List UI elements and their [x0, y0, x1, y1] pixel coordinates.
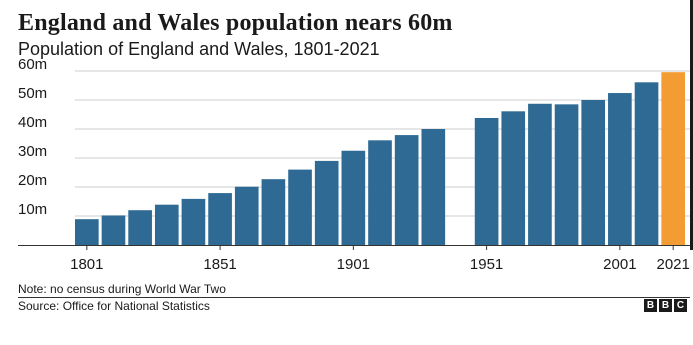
bar-2021 — [661, 72, 685, 245]
y-tick-label: 50m — [18, 85, 47, 102]
bar-1991 — [581, 100, 606, 245]
bar-1901 — [341, 150, 366, 245]
logo-letter: B — [659, 299, 672, 312]
logo-letter: B — [644, 299, 657, 312]
x-tick-label: 1801 — [70, 256, 103, 273]
bar-1811 — [101, 215, 126, 245]
edge-rule — [690, 0, 693, 250]
bar-1891 — [314, 160, 339, 245]
bar-1911 — [368, 140, 392, 245]
bar-1921 — [394, 135, 419, 245]
bbc-logo: B B C — [644, 299, 687, 312]
logo-letter: C — [674, 299, 687, 312]
y-tick-label: 60m — [18, 56, 47, 73]
chart-subtitle: Population of England and Wales, 1801-20… — [18, 39, 380, 59]
bar-2011 — [634, 82, 659, 245]
bar-1861 — [234, 186, 259, 245]
bar-1981 — [554, 104, 579, 245]
chart-title: England and Wales population nears 60m — [18, 10, 453, 36]
bar-1971 — [528, 103, 552, 246]
bar-1821 — [128, 210, 152, 245]
bar-1801 — [75, 219, 99, 245]
bar-1881 — [288, 169, 312, 245]
bar-1841 — [181, 198, 206, 245]
bar-1931 — [421, 129, 446, 245]
bar-2001 — [608, 93, 632, 245]
x-tick-label: 1851 — [203, 256, 236, 273]
y-tick-label: 10m — [18, 201, 47, 218]
bar-1871 — [261, 179, 286, 245]
y-tick-label: 30m — [18, 143, 47, 160]
chart-source: Source: Office for National Statistics — [18, 299, 210, 313]
bar-1831 — [154, 204, 179, 245]
y-tick-label: 40m — [18, 114, 47, 131]
bar-1951 — [474, 117, 499, 245]
x-tick-label: 2021 — [656, 256, 689, 273]
source-divider — [18, 297, 690, 298]
x-tick-label: 1951 — [470, 256, 503, 273]
x-tick-label: 1901 — [337, 256, 370, 273]
y-tick-label: 20m — [18, 172, 47, 189]
bar-1961 — [501, 111, 526, 245]
bar-1851 — [208, 193, 232, 245]
x-tick-label: 2001 — [603, 256, 636, 273]
chart-note: Note: no census during World War Two — [18, 282, 226, 296]
